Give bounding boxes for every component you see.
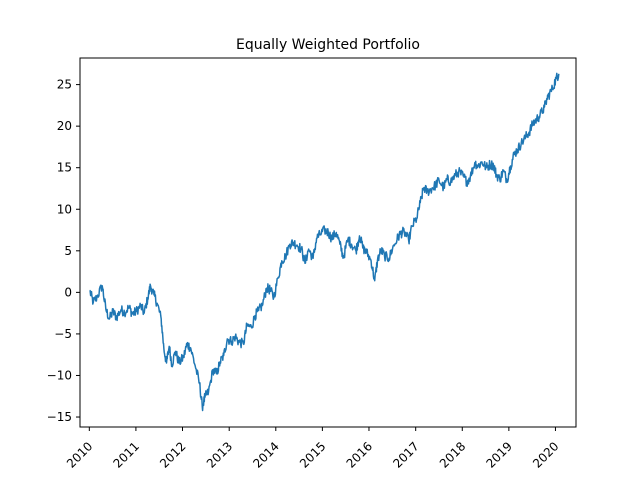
y-tick-label: −10: [47, 368, 72, 382]
x-tick-label: 2018: [437, 439, 468, 470]
x-tick-label: 2020: [530, 439, 561, 470]
y-tick-label: 15: [57, 161, 72, 175]
x-tick-label: 2016: [344, 439, 375, 470]
series-layer: [89, 72, 560, 412]
x-tick-label: 2015: [297, 439, 328, 470]
x-tick-label: 2014: [250, 439, 281, 470]
plot-area-frame: [79, 57, 577, 428]
x-tick-label: 2011: [111, 439, 142, 470]
y-tick-label: 0: [64, 285, 72, 299]
x-axis-ticks: 2010 2011 2012 2013 2014 2015 2016 2017 2018 2019…: [64, 427, 562, 471]
y-tick-label: −15: [47, 410, 72, 424]
y-tick-label: 5: [64, 244, 72, 258]
y-tick-label: 20: [57, 119, 72, 133]
y-tick-label: 10: [57, 202, 72, 216]
series-line: [89, 72, 560, 412]
x-tick-label: 2010: [64, 439, 95, 470]
x-tick-label: 2017: [390, 439, 421, 470]
y-tick-label: 25: [57, 78, 72, 92]
x-tick-label: 2019: [483, 439, 514, 470]
y-tick-label: −5: [54, 327, 72, 341]
y-axis-ticks: −15 −10 −5 0 5 10 15 20 25: [47, 78, 80, 424]
x-tick-label: 2012: [157, 439, 188, 470]
x-tick-label: 2013: [204, 439, 235, 470]
chart-title: Equally Weighted Portfolio: [236, 37, 420, 53]
